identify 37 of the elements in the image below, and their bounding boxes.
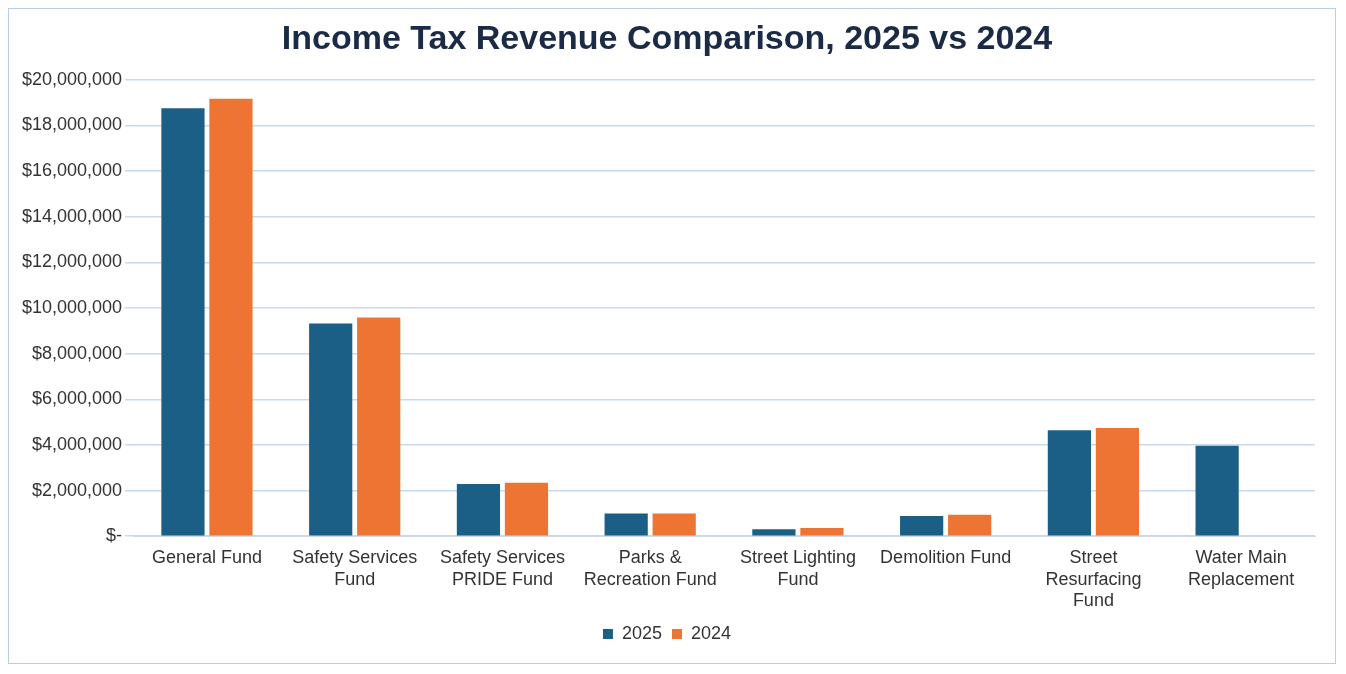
legend-label: 2024 xyxy=(691,622,732,643)
bar xyxy=(752,529,796,536)
bar xyxy=(604,513,648,536)
bar xyxy=(1047,430,1091,536)
bar xyxy=(652,513,696,536)
bar xyxy=(900,515,944,536)
x-tick-label: Water Main Replacement xyxy=(1188,546,1295,589)
bar xyxy=(800,527,844,536)
y-tick-label: $14,000,000 xyxy=(21,205,123,226)
y-tick-label: $8,000,000 xyxy=(32,342,123,363)
y-tick-label: $2,000,000 xyxy=(32,479,123,500)
bar xyxy=(1095,428,1140,536)
y-tick-label: $10,000,000 xyxy=(21,296,123,317)
bar xyxy=(161,108,205,536)
x-tick-label: Street Lighting Fund xyxy=(739,546,856,589)
x-tick-label: Parks & Recreation Fund xyxy=(583,546,717,589)
legend-label: 2025 xyxy=(621,622,662,643)
bar xyxy=(1195,445,1239,536)
y-tick-label: $6,000,000 xyxy=(32,388,123,409)
y-tick-label: $18,000,000 xyxy=(21,114,123,135)
y-tick-label: $20,000,000 xyxy=(21,68,123,89)
bar xyxy=(209,98,253,536)
y-tick-label: $- xyxy=(106,525,123,546)
x-tick-label: Safety Services Fund xyxy=(292,546,418,589)
bar xyxy=(948,514,992,536)
y-tick-label: $4,000,000 xyxy=(32,433,123,454)
bar xyxy=(456,483,501,536)
x-tick-label: General Fund xyxy=(151,546,263,567)
x-tick-label: Street Resurfacing Fund xyxy=(1045,546,1142,611)
y-tick-label: $16,000,000 xyxy=(21,160,123,181)
chart-title: Income Tax Revenue Comparison, 2025 vs 2024 xyxy=(281,17,1053,56)
x-tick-label: Demolition Fund xyxy=(880,546,1012,567)
bar xyxy=(309,323,353,536)
bar xyxy=(504,482,549,536)
bar xyxy=(357,317,401,536)
x-tick-label: Safety Services PRIDE Fund xyxy=(439,546,565,589)
y-tick-label: $12,000,000 xyxy=(21,251,123,272)
